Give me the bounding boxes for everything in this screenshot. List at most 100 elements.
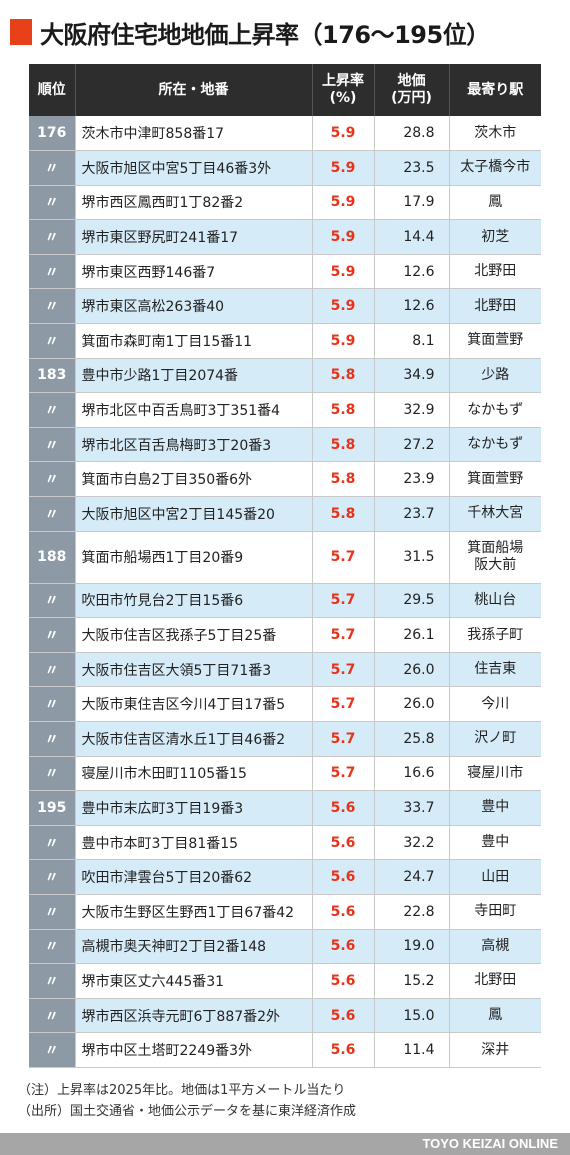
rate-cell: 5.6 xyxy=(311,894,374,930)
rate-cell: 5.8 xyxy=(311,427,374,463)
station-cell: 住吉東 xyxy=(448,652,541,688)
rank-cell: 〃 xyxy=(29,756,75,792)
price-cell: 11.4 xyxy=(373,1032,449,1068)
header-address: 所在・地番 xyxy=(75,64,313,116)
station-cell: 豊中 xyxy=(448,825,541,861)
price-cell: 14.4 xyxy=(373,219,449,255)
price-cell: 33.7 xyxy=(373,790,449,826)
rate-cell: 5.6 xyxy=(311,963,374,999)
price-cell: 26.0 xyxy=(373,652,449,688)
table-row: 〃堺市東区野尻町241番17 5.9 14.4 初芝 xyxy=(29,219,541,255)
rank-cell: 〃 xyxy=(29,219,75,255)
rate-cell: 5.7 xyxy=(311,686,374,722)
rank-cell: 195 xyxy=(29,790,75,826)
price-cell: 32.9 xyxy=(373,392,449,428)
address-cell: 大阪市住吉区我孫子5丁目25番 xyxy=(74,617,312,653)
address-cell: 堺市東区高松263番40 xyxy=(74,288,312,325)
price-cell: 26.0 xyxy=(373,686,449,722)
table-row: 〃豊中市本町3丁目81番15 5.6 32.2 豊中 xyxy=(29,825,541,861)
table-body: 176 茨木市中津町858番17 5.9 28.8 茨木市〃大阪市旭区中宮5丁目46番3… xyxy=(29,116,541,1068)
header-rank: 順位 xyxy=(29,64,76,116)
table-row: 〃吹田市津雲台5丁目20番62 5.6 24.7 山田 xyxy=(29,859,541,895)
header-price: 地価 (万円) xyxy=(374,64,450,116)
address-cell: 豊中市本町3丁目81番15 xyxy=(74,825,312,861)
table-row: 〃箕面市白島2丁目350番6外 5.8 23.9 箕面萱野 xyxy=(29,461,541,498)
table-row: 〃箕面市森町南1丁目15番11 5.9 8.1 箕面萱野 xyxy=(29,323,541,359)
station-cell: 豊中 xyxy=(448,790,541,826)
station-cell: 沢ノ町 xyxy=(448,721,541,757)
rank-cell: 〃 xyxy=(29,963,75,999)
price-cell: 16.6 xyxy=(373,756,449,792)
address-cell: 堺市西区浜寺元町6丁887番2外 xyxy=(74,998,312,1034)
address-cell: 吹田市津雲台5丁目20番62 xyxy=(74,859,312,895)
rate-cell: 5.6 xyxy=(311,825,374,861)
table-row: 〃堺市西区鳳西町1丁82番2 5.9 17.9 鳳 xyxy=(29,185,541,221)
station-cell: 北野田 xyxy=(448,254,541,290)
rank-cell: 〃 xyxy=(29,496,75,532)
address-cell: 堺市東区丈六445番31 xyxy=(74,963,312,999)
rate-cell: 5.6 xyxy=(311,929,374,965)
address-cell: 箕面市森町南1丁目15番11 xyxy=(74,323,312,359)
address-cell: 箕面市船場西1丁目20番9 xyxy=(74,531,312,584)
rate-cell: 5.9 xyxy=(311,116,374,152)
rate-cell: 5.7 xyxy=(311,756,374,792)
price-cell: 26.1 xyxy=(373,617,449,653)
station-cell: 山田 xyxy=(448,859,541,895)
rank-cell: 〃 xyxy=(29,150,75,186)
address-cell: 豊中市末広町3丁目19番3 xyxy=(74,790,312,826)
rate-cell: 5.8 xyxy=(311,392,374,428)
rate-cell: 5.9 xyxy=(311,150,374,186)
price-cell: 27.2 xyxy=(373,427,449,463)
address-cell: 堺市北区百舌鳥梅町3丁20番3 xyxy=(74,427,312,463)
address-cell: 大阪市東住吉区今川4丁目17番5 xyxy=(74,686,312,722)
rate-cell: 5.6 xyxy=(311,998,374,1034)
station-cell: 鳳 xyxy=(448,185,541,221)
table-row: 〃大阪市住吉区清水丘1丁目46番2 5.7 25.8 沢ノ町 xyxy=(29,721,541,757)
station-cell: 少路 xyxy=(448,358,541,394)
price-cell: 23.7 xyxy=(373,496,449,532)
price-cell: 12.6 xyxy=(373,288,449,325)
footnotes: （注）上昇率は2025年比。地価は1平方メートル当たり （出所）国土交通省・地価… xyxy=(18,1080,356,1122)
rank-cell: 〃 xyxy=(29,652,75,688)
rate-cell: 5.6 xyxy=(311,859,374,895)
address-cell: 堺市東区野尻町241番17 xyxy=(74,219,312,255)
rank-cell: 188 xyxy=(29,531,75,584)
station-line-1: 箕面船場 xyxy=(467,540,524,557)
footer-bar: TOYO KEIZAI ONLINE xyxy=(0,1133,570,1155)
price-cell: 29.5 xyxy=(373,583,449,619)
price-cell: 22.8 xyxy=(373,894,449,930)
price-cell: 15.0 xyxy=(373,998,449,1034)
page-title: 大阪府住宅地地価上昇率（176〜195位） xyxy=(40,20,490,49)
rank-cell: 〃 xyxy=(29,721,75,757)
rate-cell: 5.6 xyxy=(311,1032,374,1068)
rank-cell: 〃 xyxy=(29,825,75,861)
price-cell: 25.8 xyxy=(373,721,449,757)
price-cell: 31.5 xyxy=(373,531,449,584)
station-line-2: 阪大前 xyxy=(474,557,517,574)
header-rate: 上昇率 (%) xyxy=(312,64,375,116)
table-row: 〃堺市東区西野146番7 5.9 12.6 北野田 xyxy=(29,254,541,290)
station-cell: 箕面萱野 xyxy=(448,323,541,359)
address-cell: 箕面市白島2丁目350番6外 xyxy=(74,461,312,498)
table-row: 〃堺市北区百舌鳥梅町3丁20番3 5.8 27.2 なかもず xyxy=(29,427,541,463)
table-row: 〃吹田市竹見台2丁目15番6 5.7 29.5 桃山台 xyxy=(29,583,541,619)
station-cell: 箕面船場 阪大前 xyxy=(448,531,541,584)
address-cell: 堺市中区土塔町2249番3外 xyxy=(74,1032,312,1068)
address-cell: 大阪市旭区中宮5丁目46番3外 xyxy=(74,150,312,186)
price-cell: 19.0 xyxy=(373,929,449,965)
rank-cell: 〃 xyxy=(29,583,75,619)
price-cell: 28.8 xyxy=(373,116,449,152)
price-cell: 34.9 xyxy=(373,358,449,394)
rank-cell: 〃 xyxy=(29,1032,75,1068)
footnote-note: （注）上昇率は2025年比。地価は1平方メートル当たり xyxy=(18,1083,346,1098)
station-cell: 桃山台 xyxy=(448,583,541,619)
rank-cell: 〃 xyxy=(29,392,75,428)
rate-cell: 5.8 xyxy=(311,358,374,394)
station-cell: なかもず xyxy=(448,427,541,463)
rank-cell: 〃 xyxy=(29,323,75,359)
rank-cell: 〃 xyxy=(29,185,75,221)
price-cell: 12.6 xyxy=(373,254,449,290)
station-cell: 我孫子町 xyxy=(448,617,541,653)
table-header-row: 順位 所在・地番 上昇率 (%) 地価 (万円) 最寄り駅 xyxy=(29,64,541,116)
table-row: 188 箕面市船場西1丁目20番9 5.7 31.5 箕面船場 阪大前 xyxy=(29,531,541,584)
